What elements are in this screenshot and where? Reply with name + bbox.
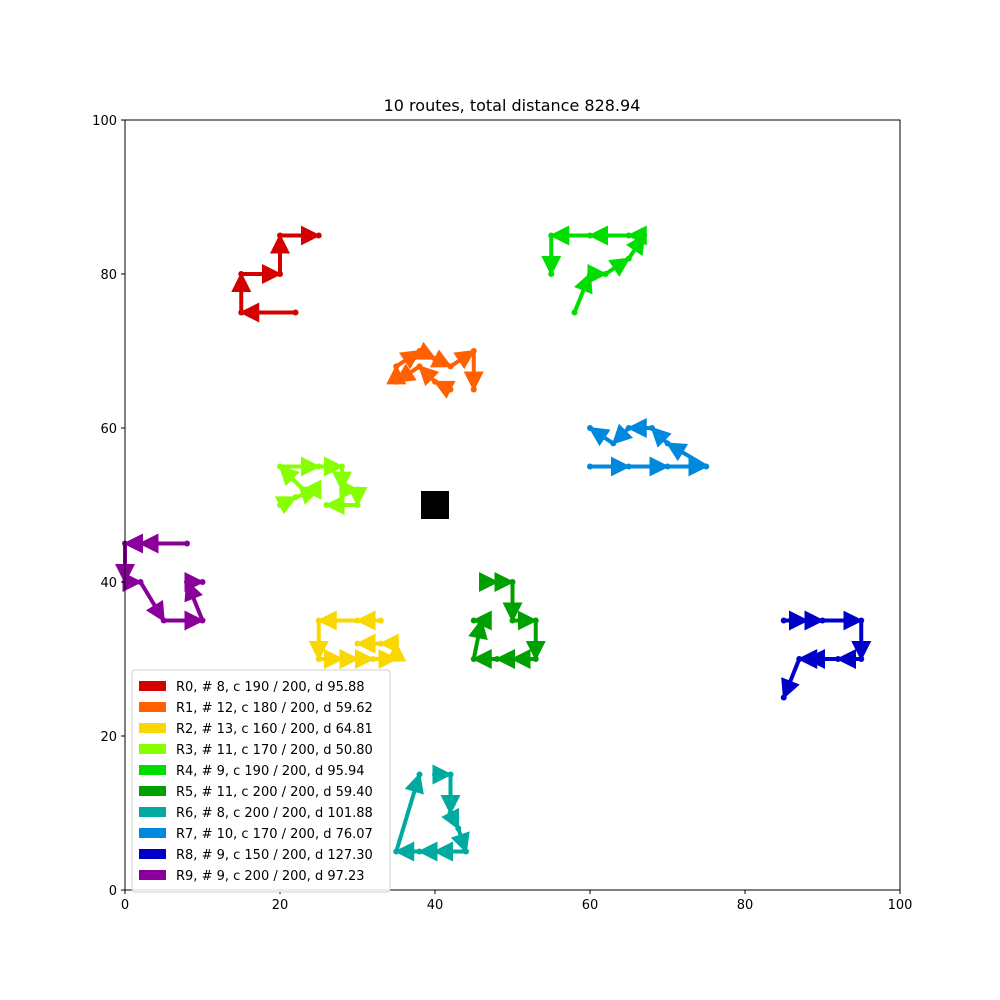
route-2 — [308, 610, 407, 669]
route-arrow — [625, 233, 646, 260]
legend-label: R4, # 9, c 190 / 200, d 95.94 — [176, 764, 365, 779]
legend-swatch — [139, 723, 166, 733]
x-tick-label: 40 — [427, 898, 444, 913]
route-5 — [468, 572, 546, 669]
y-tick-label: 20 — [100, 730, 117, 745]
legend-swatch — [139, 786, 166, 796]
chart-title: 10 routes, total distance 828.94 — [384, 96, 641, 115]
y-tick-label: 100 — [92, 114, 117, 129]
legend-label: R9, # 9, c 200 / 200, d 97.23 — [176, 869, 365, 884]
legend-swatch — [139, 807, 166, 817]
route-arrow — [278, 465, 305, 492]
x-tick-label: 60 — [582, 898, 599, 913]
legend-label: R1, # 12, c 180 / 200, d 59.62 — [176, 701, 373, 716]
route-6 — [393, 764, 470, 862]
legend-label: R7, # 10, c 170 / 200, d 76.07 — [176, 827, 373, 842]
axis-ticks: 0 20 40 60 80 100 0 20 40 60 80 100 — [92, 114, 912, 913]
legend-swatch — [139, 870, 166, 880]
route-arrow — [394, 772, 424, 853]
legend: R0, # 8, c 190 / 200, d 95.88 R1, # 12, c… — [131, 669, 391, 893]
legend-label: R2, # 13, c 160 / 200, d 64.81 — [176, 722, 373, 737]
route-arrow — [441, 807, 461, 831]
route-arrow — [781, 658, 802, 700]
legend-label: R8, # 9, c 150 / 200, d 127.30 — [176, 848, 373, 863]
route-arrow — [429, 349, 453, 369]
y-tick-label: 0 — [109, 884, 117, 899]
route-arrow — [588, 426, 615, 447]
legend-box — [131, 669, 391, 893]
legend-label: R0, # 8, c 190 / 200, d 95.88 — [176, 680, 365, 695]
route-arrow — [650, 426, 672, 448]
route-3 — [274, 456, 368, 515]
route-arrow — [274, 495, 298, 515]
y-tick-label: 80 — [100, 268, 117, 283]
route-arrow — [604, 256, 631, 277]
route-8 — [780, 610, 872, 701]
x-tick-label: 80 — [737, 898, 754, 913]
route-arrow — [468, 618, 488, 660]
x-tick-label: 20 — [272, 898, 289, 913]
depot-marker — [421, 491, 449, 519]
legend-swatch — [139, 849, 166, 859]
route-arrow — [611, 423, 634, 445]
legend-swatch — [139, 744, 166, 754]
route-arrow — [138, 580, 166, 623]
route-arrow — [665, 441, 708, 469]
y-tick-label: 60 — [100, 422, 117, 437]
plot-frame — [124, 119, 901, 891]
route-1 — [386, 341, 484, 399]
route-0 — [231, 225, 322, 323]
route-7 — [587, 418, 710, 477]
route-4 — [541, 225, 648, 316]
legend-label: R3, # 11, c 170 / 200, d 50.80 — [176, 743, 373, 758]
legend-label: R5, # 11, c 200 / 200, d 59.40 — [176, 785, 373, 800]
route-arrow — [418, 364, 440, 387]
legend-swatch — [139, 765, 166, 775]
legend-label: R6, # 8, c 200 / 200, d 101.88 — [176, 806, 373, 821]
routes-layer — [115, 225, 872, 862]
legend-swatch — [139, 702, 166, 712]
route-arrow — [394, 363, 421, 384]
legend-swatch — [139, 681, 166, 691]
route-arrow — [433, 380, 456, 399]
y-tick-label: 40 — [100, 576, 117, 591]
route-arrow — [449, 349, 476, 370]
x-tick-label: 0 — [121, 898, 129, 913]
x-tick-label: 100 — [888, 898, 913, 913]
legend-swatch — [139, 828, 166, 838]
route-arrow — [450, 827, 470, 854]
route-arrow — [184, 580, 205, 622]
route-arrow — [414, 341, 437, 361]
route-arrow — [395, 349, 422, 370]
route-arrow — [572, 272, 593, 314]
route-9 — [115, 533, 206, 631]
